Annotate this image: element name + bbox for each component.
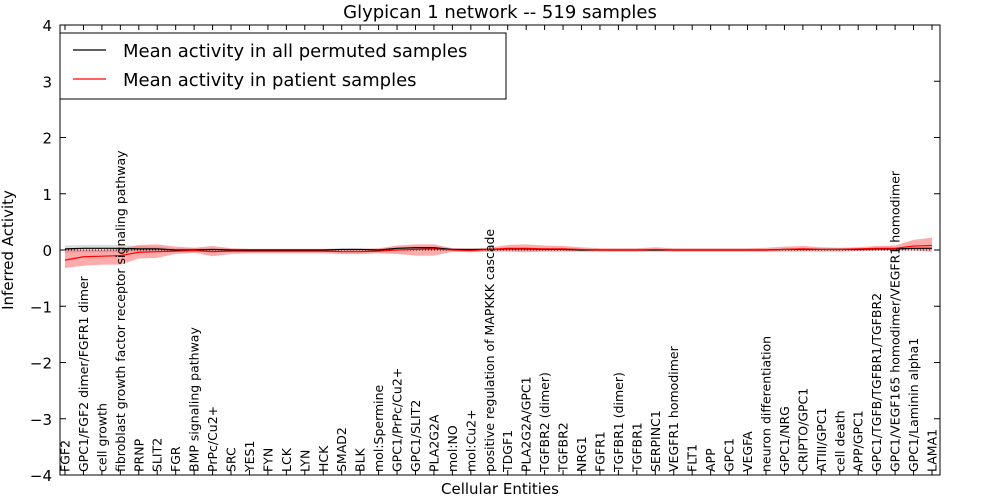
x-tick-label: PLA2G2A bbox=[426, 414, 441, 472]
x-tick-label: SLIT2 bbox=[150, 438, 165, 472]
x-tick-label: GPC1/PrPc/Cu2+ bbox=[390, 368, 405, 472]
y-tick-label: −2 bbox=[30, 355, 52, 373]
x-tick-label: NRG1 bbox=[574, 436, 589, 472]
x-tick-label: HCK bbox=[316, 445, 331, 472]
x-tick-label: FGF2 bbox=[58, 440, 73, 472]
x-tick-label: mol:Spermine bbox=[371, 384, 386, 472]
y-axis-ticks: 4 3 2 1 0 −1 −2 −3 −4 bbox=[30, 17, 940, 485]
x-tick-label: GPC1 bbox=[722, 438, 737, 472]
x-tick-label: TGFBR1 bbox=[629, 422, 644, 473]
x-tick-label: APP/GPC1 bbox=[851, 410, 866, 472]
x-tick-label: PLA2G2A/GPC1 bbox=[519, 376, 534, 472]
x-tick-label: GPC1/SLIT2 bbox=[408, 400, 423, 472]
y-tick-label: −4 bbox=[30, 467, 52, 485]
x-tick-label: FLT1 bbox=[685, 444, 700, 472]
x-tick-label: ATIII/GPC1 bbox=[814, 408, 829, 472]
y-tick-label: 3 bbox=[42, 73, 52, 91]
x-tick-label: cell death bbox=[832, 410, 847, 472]
x-tick-label: LYN bbox=[297, 450, 312, 472]
x-tick-label: VEGFR1 homodimer bbox=[666, 345, 681, 472]
chart-title: Glypican 1 network -- 519 samples bbox=[343, 2, 657, 23]
x-tick-label: GPC1/NRG bbox=[777, 406, 792, 472]
legend-label-permuted: Mean activity in all permuted samples bbox=[123, 41, 467, 62]
x-tick-label: YES1 bbox=[242, 441, 257, 473]
x-tick-label: TGFBR2 (dimer) bbox=[537, 372, 552, 473]
y-tick-label: −1 bbox=[30, 298, 52, 316]
x-axis-ticks: FGF2 GPC1/FGF2 dimer/FGFR1 dimer cell grow… bbox=[58, 25, 940, 475]
x-tick-label: mol:NO bbox=[445, 425, 460, 472]
y-tick-label: 2 bbox=[42, 130, 52, 148]
x-tick-label: positive regulation of MAPKKK cascade bbox=[482, 229, 497, 472]
x-tick-label: TDGF1 bbox=[500, 430, 515, 473]
legend-label-patient: Mean activity in patient samples bbox=[123, 70, 417, 91]
x-tick-label: SERPINC1 bbox=[648, 410, 663, 472]
x-tick-label: LAMA1 bbox=[925, 429, 940, 472]
y-axis-label: Inferred Activity bbox=[0, 190, 17, 310]
x-tick-label: PRNP bbox=[131, 438, 146, 472]
x-tick-label: FYN bbox=[260, 448, 275, 472]
x-tick-label: SRC bbox=[224, 447, 239, 472]
x-tick-label: VEGFA bbox=[740, 431, 755, 472]
x-tick-label: TGFBR2 bbox=[556, 422, 571, 473]
x-tick-label: CRIPTO/GPC1 bbox=[795, 388, 810, 472]
y-tick-label: 1 bbox=[42, 186, 52, 204]
series-line-patient bbox=[64, 244, 933, 261]
y-tick-label: −3 bbox=[30, 411, 52, 429]
band-patient bbox=[65, 237, 932, 268]
x-tick-label: GPC1/VEGF165 homodimer/VEGFR1 homodimer bbox=[888, 170, 903, 472]
x-tick-label: TGFBR1 (dimer) bbox=[611, 372, 626, 473]
x-tick-label: LCK bbox=[279, 447, 294, 472]
x-tick-label: GPC1/Laminin alpha1 bbox=[906, 338, 921, 472]
y-tick-label: 0 bbox=[42, 242, 52, 260]
x-tick-label: PrPc/Cu2+ bbox=[205, 406, 220, 472]
x-tick-label: BMP signaling pathway bbox=[187, 327, 202, 472]
x-tick-label: neuron differentiation bbox=[758, 336, 773, 472]
x-tick-label: GPC1/FGF2 dimer/FGFR1 dimer bbox=[76, 275, 91, 472]
x-tick-label: APP bbox=[703, 448, 718, 472]
legend-box bbox=[59, 32, 507, 100]
x-tick-label: fibroblast growth factor receptor signal… bbox=[113, 150, 128, 472]
x-tick-label: SMAD2 bbox=[334, 427, 349, 472]
legend: Mean activity in all permuted samples Me… bbox=[59, 32, 507, 100]
x-tick-label: GPC1/TGFB/TGFBR1/TGFBR2 bbox=[869, 293, 884, 472]
x-tick-label: BLK bbox=[353, 447, 368, 472]
x-axis-label: Cellular Entities bbox=[441, 480, 559, 498]
x-tick-label: mol:Cu2+ bbox=[463, 409, 478, 472]
x-tick-label: FGFR1 bbox=[592, 431, 607, 472]
series-lines bbox=[64, 244, 933, 261]
x-tick-label: cell growth bbox=[94, 403, 109, 472]
x-tick-label: FGR bbox=[168, 446, 183, 472]
y-tick-label: 4 bbox=[42, 17, 52, 35]
